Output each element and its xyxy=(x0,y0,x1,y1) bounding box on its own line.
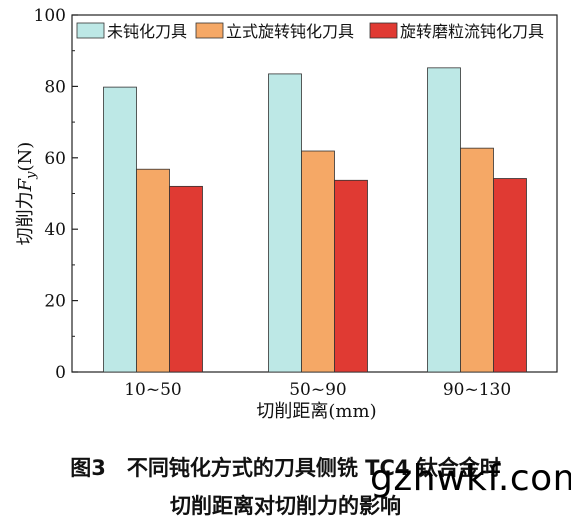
x-tick-label: 10~50 xyxy=(124,380,182,400)
bar-rotary-abrasive-flow-1 xyxy=(169,185,203,373)
y-tick-label: 60 xyxy=(44,149,66,169)
legend-vertical-rotary-label: 立式旋转钝化刀具 xyxy=(226,22,354,41)
bar-untreated-1 xyxy=(103,86,137,373)
figure-caption-line-1: 图3 不同钝化方式的刀具侧铣 TC4 钛合金时 xyxy=(70,456,501,480)
legend-untreated-label: 未钝化刀具 xyxy=(107,22,187,41)
legend-vertical-rotary-swatch xyxy=(195,22,224,39)
bar-untreated-3 xyxy=(427,67,461,373)
y-axis-label: 切削力Fy(N) xyxy=(15,142,39,246)
figure-caption-line-2: 切削距离对切削力的影响 xyxy=(170,494,401,518)
bar-vertical-rotary-3 xyxy=(460,147,494,373)
x-tick-label: 50~90 xyxy=(289,380,347,400)
bar-untreated-2 xyxy=(268,73,302,373)
bar-vertical-rotary-2 xyxy=(301,150,335,373)
y-tick-label: 100 xyxy=(34,6,66,26)
bar-chart: 0 20 40 60 80 100 10~50 50~90 90~130 切削距离(mm) 切削力F… xyxy=(15,6,558,422)
legend-untreated-swatch xyxy=(76,22,105,39)
y-tick-label: 40 xyxy=(44,220,66,240)
bar-rotary-abrasive-flow-3 xyxy=(493,178,527,373)
y-tick-label: 20 xyxy=(44,292,66,312)
watermark-text: gzhwkf.com xyxy=(370,458,571,499)
legend-rotary-abrasive-flow-swatch xyxy=(369,22,398,39)
x-tick-label: 90~130 xyxy=(443,380,511,400)
y-tick-label: 80 xyxy=(44,77,66,97)
x-axis-label: 切削距离(mm) xyxy=(256,401,376,422)
y-tick-label: 0 xyxy=(55,363,66,383)
bar-rotary-abrasive-flow-2 xyxy=(334,179,368,373)
plot-area: 0 20 40 60 80 100 10~50 50~90 90~130 切削距离(mm) 切削力F… xyxy=(15,6,558,422)
bar-vertical-rotary-1 xyxy=(136,168,170,373)
legend-rotary-abrasive-flow-label: 旋转磨粒流钝化刀具 xyxy=(400,22,544,41)
legend: 未钝化刀具 立式旋转钝化刀具 旋转磨粒流钝化刀具 xyxy=(76,22,544,41)
